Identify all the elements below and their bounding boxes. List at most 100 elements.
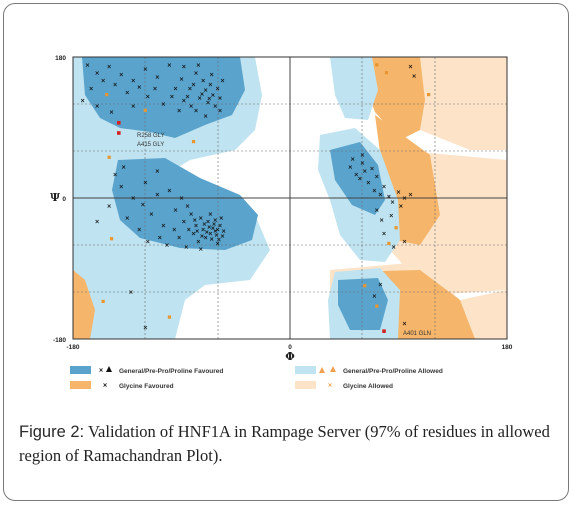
general-point: × xyxy=(95,219,100,226)
legend-marker xyxy=(330,366,336,372)
glycine-point xyxy=(101,299,105,303)
general-point: × xyxy=(101,78,106,85)
general-point: × xyxy=(185,93,190,100)
glycine-point xyxy=(384,71,389,75)
general-point: × xyxy=(167,187,172,194)
general-point: × xyxy=(378,191,383,198)
general-point: × xyxy=(181,97,186,104)
legend-marker: × xyxy=(103,383,107,390)
general-point: × xyxy=(109,109,114,116)
general-point: × xyxy=(199,91,204,98)
general-point: × xyxy=(197,95,202,102)
general-point: × xyxy=(220,78,225,85)
general-point: × xyxy=(208,211,213,218)
general-point: × xyxy=(214,232,219,239)
general-point: × xyxy=(157,234,162,241)
legend-swatch xyxy=(295,366,316,374)
general-point: × xyxy=(402,321,407,328)
general-point: × xyxy=(219,215,224,222)
general-point: × xyxy=(181,64,186,71)
general-point: × xyxy=(201,78,206,85)
general-point: × xyxy=(191,230,196,237)
general-point: × xyxy=(408,64,413,71)
annotation-label: R258 GLY xyxy=(137,133,165,139)
general-point: × xyxy=(360,160,365,167)
general-point: × xyxy=(173,207,178,214)
glycine-point xyxy=(191,140,196,144)
glycine-point xyxy=(143,108,147,112)
general-favoured-region xyxy=(82,57,245,138)
axis-zero-lines xyxy=(73,57,507,339)
general-point: × xyxy=(167,62,172,69)
general-point: × xyxy=(389,212,394,219)
legend-item: × General/Pre-Pro/Proline Favoured xyxy=(70,366,223,375)
general-point: × xyxy=(360,152,365,159)
general-point: × xyxy=(218,107,223,114)
figure-caption: Figure 2: Validation of HNF1A in Rampage… xyxy=(19,420,559,468)
general-point: × xyxy=(155,74,160,81)
general-point: × xyxy=(206,100,211,107)
legend-marker xyxy=(106,366,112,372)
general-point: × xyxy=(221,228,226,235)
outlier-points xyxy=(117,121,386,333)
general-point: × xyxy=(192,217,197,224)
annotation-label: A401 GLN xyxy=(403,331,431,337)
general-points: ××××××××××××××××××××××××××××××××××××××××… xyxy=(80,62,417,331)
legend-label: Glycine Favoured xyxy=(119,383,174,390)
general-point: × xyxy=(213,228,218,235)
glycine-point xyxy=(375,63,379,67)
general-point: × xyxy=(143,66,148,73)
plot-border xyxy=(72,56,508,340)
general-point: × xyxy=(218,223,223,230)
general-point: × xyxy=(196,62,201,69)
general-point: × xyxy=(143,324,148,331)
general-point: × xyxy=(203,113,208,120)
general-point: × xyxy=(155,191,160,198)
general-point: × xyxy=(165,242,170,249)
general-point: × xyxy=(143,180,148,187)
legend-item: × Glycine Allowed xyxy=(295,381,393,390)
ramachandran-plot: -180 0 180 180 0 -180 Ψ Φ ××××××××××××××… xyxy=(50,55,513,390)
general-point: × xyxy=(195,228,200,235)
general-point: × xyxy=(378,281,383,288)
general-point: × xyxy=(181,219,186,226)
legend: × General/Pre-Pro/Proline Favoured Gener… xyxy=(70,366,443,390)
general-point: × xyxy=(119,183,124,190)
general-point: × xyxy=(213,103,218,110)
general-point: × xyxy=(354,172,359,179)
general-favoured-region xyxy=(338,278,388,330)
figure-label: Figure 2: xyxy=(19,423,85,441)
legend-marker: × xyxy=(328,383,332,390)
general-point: × xyxy=(137,84,142,91)
general-point: × xyxy=(215,86,220,93)
outlier-point xyxy=(117,131,121,135)
general-point: × xyxy=(374,173,379,180)
general-point: × xyxy=(196,238,201,245)
glycine-point xyxy=(109,237,114,241)
general-favoured-region xyxy=(112,158,258,250)
general-point: × xyxy=(145,93,150,100)
general-point: × xyxy=(382,230,387,237)
general-point: × xyxy=(203,234,208,241)
general-point: × xyxy=(209,71,214,78)
general-point: × xyxy=(374,207,379,214)
general-point: × xyxy=(128,289,133,296)
general-point: × xyxy=(137,227,142,234)
general-point: × xyxy=(203,87,208,94)
general-point: × xyxy=(161,101,166,108)
general-point: × xyxy=(372,293,377,300)
general-point: × xyxy=(408,191,413,198)
legend-swatch xyxy=(70,366,91,374)
general-point: × xyxy=(215,241,220,248)
glycine-point xyxy=(107,155,111,159)
general-point: × xyxy=(386,194,391,201)
legend-swatch xyxy=(70,381,91,389)
general-point: × xyxy=(391,244,396,251)
general-point: × xyxy=(193,70,198,77)
general-point: × xyxy=(121,164,126,171)
general-point: × xyxy=(210,92,215,99)
x-tick-label: 180 xyxy=(502,344,513,351)
general-point: × xyxy=(177,234,182,241)
legend-label: Glycine Allowed xyxy=(343,383,393,390)
general-point: × xyxy=(125,89,130,96)
